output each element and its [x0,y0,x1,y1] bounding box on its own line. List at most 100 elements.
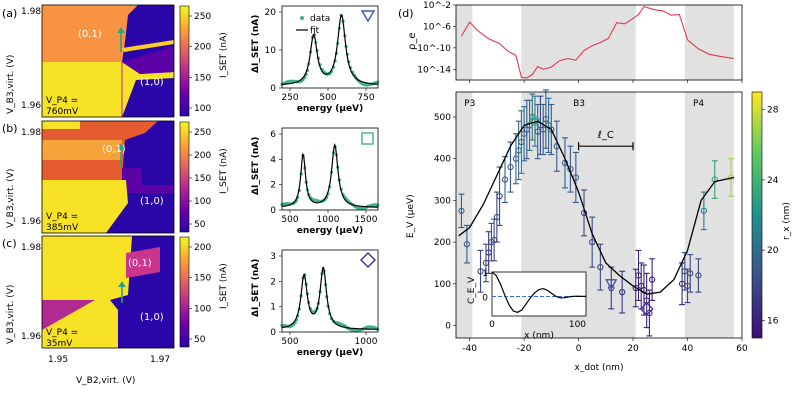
map-xlabel: V_B2,virt. (V) [76,376,135,386]
ev-xtick-label: 20 [627,344,639,354]
ev-fit-line [458,120,734,295]
spectrum-xlabel: energy (μeV) [297,226,363,236]
map-a-region-upper: (0,1) [78,29,102,40]
map-c-region-right: (1,0) [140,312,164,323]
cbar-label: I_SET (nA) [219,32,229,78]
cbar-tick-label: 200 [194,43,211,53]
ev-data-point [458,207,465,214]
ev-data-point [507,163,514,171]
cbar-tick-label: 200 [194,151,211,161]
ev-data-point [496,193,503,200]
map-b-ylabel: V_B3,virt. (V) [6,169,16,228]
map-c-vp-label: V_P4 = [46,328,78,338]
cbar-tick-label: 200 [194,243,211,253]
rho-ytick-label: 10^-14 [417,65,451,75]
map-b-vp-value: 385mV [46,223,79,233]
ev-data-point [648,276,656,283]
map-a-ytick-2: 1.96 [21,101,41,111]
lc-label: ℓ_C [598,130,614,141]
ev-data-point [687,270,694,277]
cbar-tick-label: 150 [194,274,211,284]
inset-ytick-label: 1 [482,269,488,279]
ev-triangle-highlight-point [605,279,618,291]
legend-data-swatch [300,16,304,20]
legend-fit-label: fit [310,26,320,36]
cbar-tick-label: 50 [194,220,206,230]
rho-ylabel: ρ_e [407,33,418,51]
spectrum-fit-line [281,142,379,208]
spectrum-ytick-label: 6 [270,130,276,140]
spectrum-xlabel: energy (μeV) [297,348,363,358]
spectrum-ylabel: ΔI_SET (nA) [251,15,261,73]
ev-xtick-label: 0 [576,344,582,354]
ev-ytick-label: 500 [434,113,451,123]
ev-ytick-label: 400 [434,155,451,165]
ev-data-point [700,207,708,214]
inset-xlabel: x (nm) [524,331,554,341]
map-b: (0,1) (1,0) V_P4 = 385mV [41,120,175,234]
cbar-tick-label: 100 [194,197,211,207]
spectrum-xlabel: energy (μeV) [297,104,363,114]
rho-ytick-label: 10^-2 [423,1,451,11]
rx-cbar-tick-label: 24 [767,176,779,186]
cbar-tick-label: 250 [194,12,211,22]
map-c-ytick-1: 1.98 [21,243,41,253]
rho-line [460,5,734,79]
spectrum-ylabel: ΔI_SET (nA) [251,259,261,317]
region-shade-main [684,92,734,338]
spectrum-fit-line [281,13,379,85]
map-a-ylabel: V_B3,virt. (V) [6,55,16,114]
spectrum-xtick-label: 250 [281,93,298,103]
ev-data-point [597,263,604,271]
spectrum-xtick-label: 500 [281,337,298,347]
spectrum-axes [281,127,379,211]
cbar-tick-label: 100 [194,304,211,314]
cbar-label: I_SET (nA) [219,148,229,194]
spectrum-xtick-label: 500 [281,215,298,225]
rx-cbar-label: r_x (nm) [782,202,792,240]
legend-data-label: data [310,14,330,24]
map-b-ytick-2: 1.96 [21,217,41,227]
inset-correlation-line [491,271,586,313]
region-shade-top [521,5,636,80]
spectrum-ytick-label: 2 [270,181,276,191]
cbar-tick-label: 100 [194,104,211,114]
inset-xtick-label: 0 [489,320,495,330]
spectrum-ytick-label: 0 [270,206,276,216]
region-label-p3: P3 [464,99,475,109]
spectrum-xtick-label: 750 [357,93,374,103]
spectrum-axes [281,249,379,333]
ev-data-point [646,309,653,317]
ev-ytick-label: 0 [445,321,451,331]
map-b-vp-label: V_P4 = [46,212,78,222]
spectrum-xtick-label: 500 [319,93,336,103]
cbar-tick-label: 150 [194,174,211,184]
map-colorbars [179,5,190,348]
ev-data-point [477,268,484,275]
rx-cbar-tick-label: 20 [767,246,779,256]
ev-ytick-label: 200 [434,238,451,248]
map-b-region-upper: (0,1) [102,144,126,155]
region-shade-top [684,5,734,80]
ev-xtick-label: -40 [462,344,477,354]
rx-cbar-tick-label: 16 [767,316,779,326]
region-shade-main [456,92,473,338]
spectrum-ytick-label: 2 [270,277,276,287]
region-shade-top [456,5,473,80]
panel-label-c: (c) [2,237,17,250]
map-c-ytick-2: 1.96 [21,332,41,342]
spectrum-ytick-label: 0 [270,84,276,94]
ev-square-highlight-point [529,115,541,127]
map-c-region-upper: (0,1) [128,258,152,269]
map-a-vp-label: V_P4 = [46,96,78,106]
inset-axes [491,271,587,317]
ev-ytick-label: 100 [434,280,451,290]
region-label-p4: P4 [693,99,704,109]
map-b-ytick-1: 1.98 [21,128,41,138]
cbar-tick-label: 50 [194,335,206,345]
map-a-ytick-1: 1.98 [21,7,41,17]
rho-axes [455,4,743,81]
map-xtick-1: 1.95 [48,355,68,365]
